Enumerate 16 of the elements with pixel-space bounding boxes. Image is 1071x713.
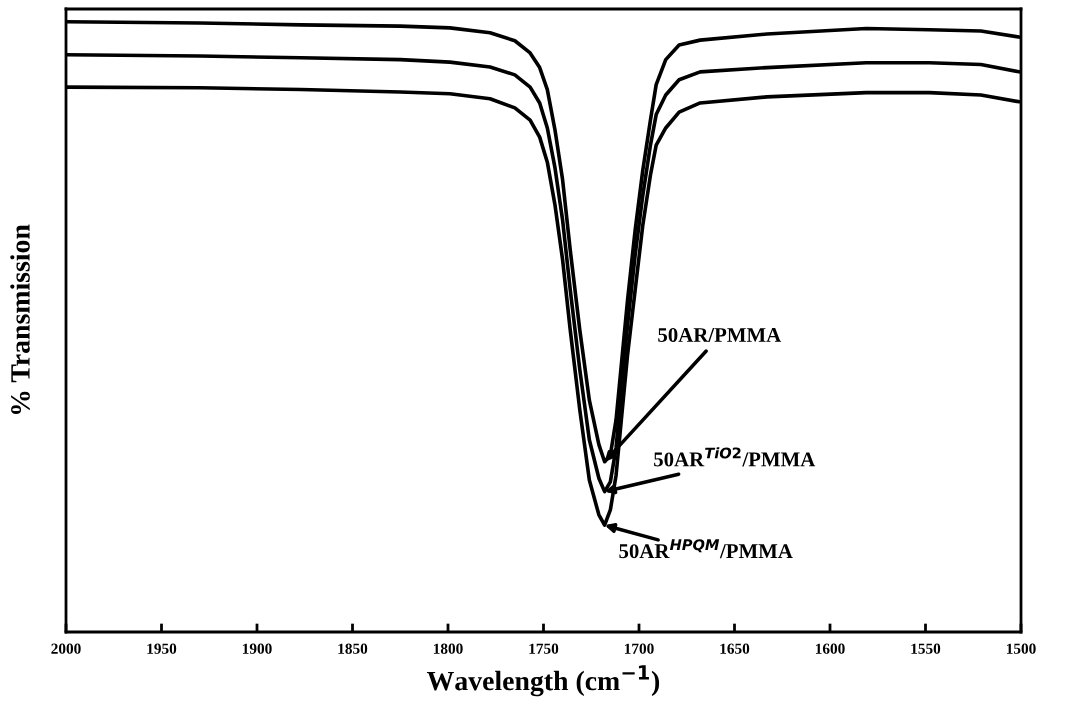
x-tick-label: 1700: [624, 643, 654, 654]
legend-label: 50AR$^{HPQM}$/PMMA: [619, 539, 793, 559]
x-tick-label: 1850: [338, 643, 368, 654]
x-tick-label: 1900: [242, 643, 272, 654]
x-tick-label: 1550: [911, 643, 941, 654]
x-tick-label: 2000: [51, 643, 81, 654]
x-axis-title: Wavelength (cm$^{−1}$): [426, 665, 660, 697]
x-tick-label: 1800: [433, 643, 463, 654]
x-tick-label: 1600: [815, 643, 845, 654]
x-tick-label: 1650: [720, 643, 750, 654]
x-tick-label: 1500: [1006, 643, 1036, 654]
y-axis-title: % Transmission: [10, 224, 30, 415]
series-label: 50AR/PMMA: [658, 327, 782, 342]
series-label: 50AR$^{TiO2}$/PMMA: [654, 447, 816, 467]
x-tick-label: 1950: [147, 643, 177, 654]
x-tick-label: 1750: [529, 643, 559, 654]
